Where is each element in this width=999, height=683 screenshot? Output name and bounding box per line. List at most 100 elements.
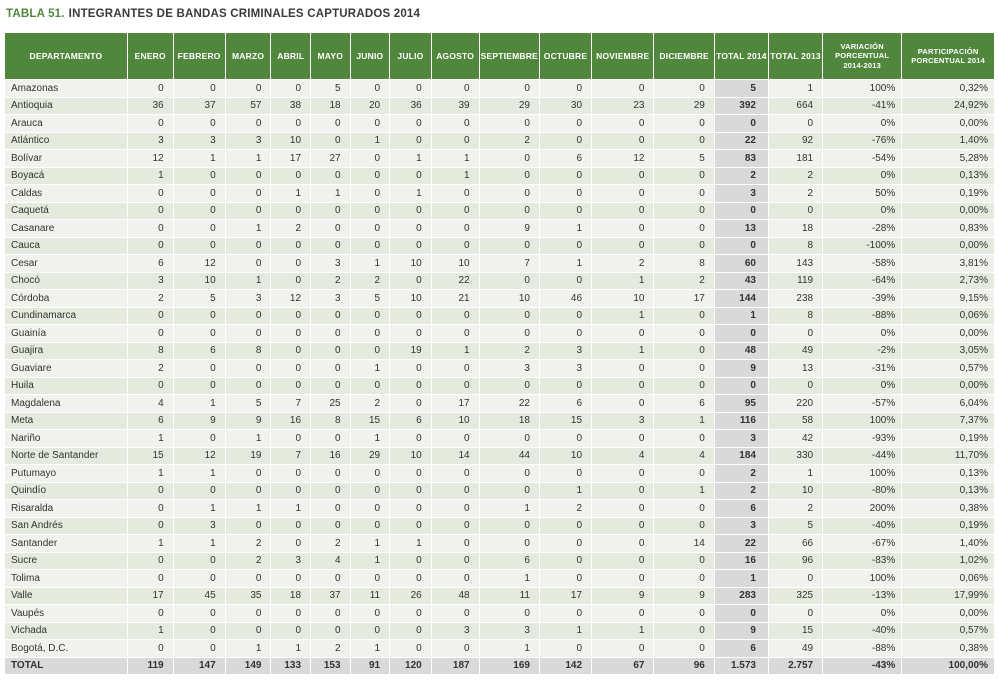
value-cell: 184 [713, 446, 769, 465]
value-cell: 22 [713, 131, 769, 150]
value-cell: 36 [126, 96, 174, 115]
value-cell: -58% [822, 254, 903, 273]
value-cell: 0 [389, 376, 432, 395]
value-cell: 0 [389, 464, 432, 483]
dept-cell: Cauca [4, 236, 128, 255]
value-cell: 2 [538, 499, 593, 518]
value-cell: 13 [713, 219, 769, 238]
value-cell: 5 [224, 394, 272, 413]
dept-cell: Risaralda [4, 499, 128, 518]
value-cell: 10 [389, 289, 432, 308]
value-cell: 0 [126, 551, 174, 570]
value-cell: 1,40% [901, 131, 995, 150]
value-cell: 12 [172, 254, 226, 273]
value-cell: 6 [126, 254, 174, 273]
value-cell: 60 [713, 254, 769, 273]
value-cell: -39% [822, 289, 903, 308]
value-cell: 30 [538, 96, 593, 115]
value-cell: 0 [310, 429, 351, 448]
value-cell: 3 [478, 359, 540, 378]
value-cell: 1 [713, 306, 769, 325]
value-cell: 23 [591, 96, 655, 115]
value-cell: 1 [653, 411, 715, 430]
value-cell: 133 [270, 656, 312, 675]
value-cell: 330 [767, 446, 824, 465]
value-cell: 0 [653, 464, 715, 483]
value-cell: 10 [389, 254, 432, 273]
value-cell: 0 [349, 79, 391, 98]
table-row: Caldas 0 0 0 1 1 0 1 0 0 0 0 0 3 2 50% 0,19% [4, 184, 995, 203]
value-cell: -2% [822, 341, 903, 360]
value-cell: 238 [767, 289, 824, 308]
value-cell: 0 [172, 429, 226, 448]
value-cell: 0 [389, 551, 432, 570]
value-cell: 0 [126, 569, 174, 588]
table-row: Bogotá, D.C. 0 0 1 1 2 1 0 0 1 0 0 0 6 49 -88% 0,38% [4, 639, 995, 658]
value-cell: 0 [430, 306, 480, 325]
table-row: Santander 1 1 2 0 2 1 1 0 0 0 0 14 22 66 -67% 1,40% [4, 534, 995, 553]
value-cell: 0 [478, 516, 540, 535]
value-cell: 15 [126, 446, 174, 465]
value-cell: 0 [591, 114, 655, 133]
value-cell: 22 [713, 534, 769, 553]
value-cell: 0,00% [901, 376, 995, 395]
value-cell: 0 [172, 184, 226, 203]
dept-cell: Guainía [4, 324, 128, 343]
dept-cell: Putumayo [4, 464, 128, 483]
value-cell: 0 [349, 236, 391, 255]
value-cell: 100,00% [901, 656, 995, 675]
value-cell: 0 [349, 306, 391, 325]
column-header: ENERO [126, 32, 174, 80]
value-cell: 5,28% [901, 149, 995, 168]
value-cell: 0 [270, 324, 312, 343]
value-cell: 3 [126, 271, 174, 290]
value-cell: 10 [430, 411, 480, 430]
value-cell: 0 [389, 516, 432, 535]
value-cell: 1 [478, 569, 540, 588]
value-cell: 2 [478, 341, 540, 360]
value-cell: 1 [172, 394, 226, 413]
value-cell: 0 [430, 131, 480, 150]
value-cell: 181 [767, 149, 824, 168]
value-cell: 29 [478, 96, 540, 115]
value-cell: 0 [653, 639, 715, 658]
value-cell: 0 [349, 569, 391, 588]
value-cell: 1 [349, 639, 391, 658]
value-cell: 1 [172, 464, 226, 483]
table-row: Sucre 0 0 2 3 4 1 0 0 6 0 0 0 16 96 -83% 1,02% [4, 551, 995, 570]
value-cell: 0 [224, 254, 272, 273]
total-row: TOTAL 119 147 149 133 153 91 120 187 169 142 67 96 1.… [4, 656, 995, 675]
value-cell: 0 [349, 481, 391, 500]
value-cell: 0 [653, 324, 715, 343]
value-cell: 0% [822, 376, 903, 395]
value-cell: 144 [713, 289, 769, 308]
value-cell: 2,73% [901, 271, 995, 290]
value-cell: 0 [478, 376, 540, 395]
value-cell: 0 [349, 166, 391, 185]
dept-cell: Cesar [4, 254, 128, 273]
dept-cell: Vaupés [4, 604, 128, 623]
value-cell: 91 [349, 656, 391, 675]
value-cell: 0 [478, 464, 540, 483]
value-cell: 0 [172, 166, 226, 185]
value-cell: 46 [538, 289, 593, 308]
value-cell: 24,92% [901, 96, 995, 115]
value-cell: -28% [822, 219, 903, 238]
value-cell: 6 [713, 499, 769, 518]
value-cell: 57 [224, 96, 272, 115]
value-cell: 0 [172, 219, 226, 238]
value-cell: 0 [478, 604, 540, 623]
value-cell: 0,57% [901, 359, 995, 378]
table-header: DEPARTAMENTO ENERO FEBRERO MARZO ABRIL MAYO JU… [4, 32, 995, 80]
value-cell: 1 [389, 534, 432, 553]
value-cell: 27 [310, 149, 351, 168]
column-header: ABRIL [270, 32, 312, 80]
value-cell: 0 [653, 341, 715, 360]
value-cell: 0 [310, 621, 351, 640]
value-cell: 664 [767, 96, 824, 115]
dept-cell: Cundinamarca [4, 306, 128, 325]
value-cell: 35 [224, 586, 272, 605]
value-cell: 0 [224, 464, 272, 483]
value-cell: 1 [389, 149, 432, 168]
value-cell: 0 [349, 621, 391, 640]
